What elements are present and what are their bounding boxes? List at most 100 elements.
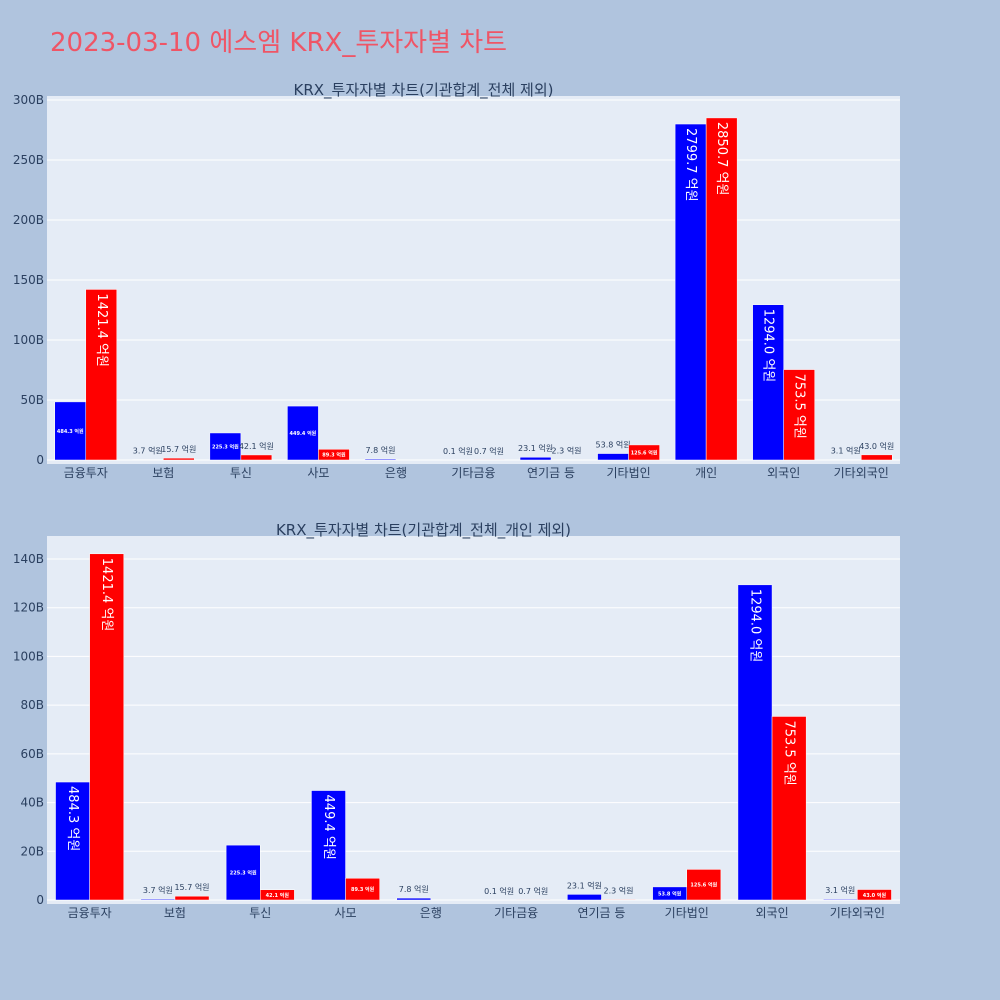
y-tick-label: 200B [13, 213, 44, 227]
bar-value-label: 0.1 억원 [443, 446, 473, 456]
x-tick-label: 금융투자 [64, 466, 108, 480]
bar-value-label: 125.6 억원 [690, 882, 717, 889]
bar-value-label: 225.3 억원 [212, 443, 239, 450]
bar [345, 877, 380, 901]
x-tick-label: 기타외국인 [830, 906, 885, 920]
y-tick-label: 250B [13, 153, 44, 167]
bar-value-label: 42.1 억원 [266, 892, 290, 899]
page-title: 2023-03-10 에스엠 KRX_투자자별 차트 [50, 28, 508, 58]
x-tick-label: 기타법인 [607, 466, 651, 480]
y-tick-label: 100B [13, 649, 44, 663]
y-tick-label: 60B [20, 747, 44, 761]
x-tick-label: 기타외국인 [834, 466, 889, 480]
x-tick-label: 은행 [385, 465, 407, 480]
investor-chart-excluding-individual: KRX_투자자별 차트(기관합계_전체_개인 제외) 0 20B 40B 60B 80B 1… [13, 521, 900, 920]
y-tick-label: 50B [20, 393, 44, 407]
bar [140, 898, 176, 901]
y-tick-label: 140B [13, 552, 44, 566]
bar [771, 716, 807, 901]
bar [822, 898, 858, 901]
bar-value-label: 1294.0 억원 [747, 589, 762, 663]
bar [601, 899, 636, 901]
y-tick-label: 0 [36, 893, 44, 907]
bar [54, 401, 87, 461]
bar [860, 454, 893, 461]
bar-value-label: 0.1 억원 [484, 886, 514, 896]
x-tick-label: 투신 [230, 466, 252, 480]
x-tick-label: 개인 [695, 466, 717, 480]
x-tick-label: 외국인 [755, 906, 788, 920]
bar-value-label: 43.0 억원 [859, 441, 894, 451]
y-tick-label: 40B [20, 796, 44, 810]
bar [311, 790, 346, 901]
bar [89, 553, 125, 901]
x-tick-label: 기타법인 [665, 906, 709, 920]
bar-value-label: 2850.7 억원 [714, 122, 729, 196]
y-tick-label: 100B [13, 333, 44, 347]
y-tick-label: 150B [13, 273, 44, 287]
bar-value-label: 449.4 억원 [321, 795, 336, 860]
bar [783, 369, 815, 461]
bar-value-label: 449.4 억원 [290, 430, 317, 437]
bar-value-label: 2.3 억원 [552, 446, 582, 456]
bar [686, 869, 722, 901]
bar [225, 844, 261, 901]
bar-value-label: 23.1 억원 [567, 880, 602, 890]
y-tick-label: 20B [20, 844, 44, 858]
x-tick-label: 연기금 등 [577, 906, 625, 920]
bar-value-label: 15.7 억원 [174, 882, 209, 892]
bar-value-label: 53.8 억원 [658, 890, 682, 897]
x-tick-label: 기타금융 [451, 466, 495, 480]
x-tick-label: 보험 [164, 906, 186, 920]
bar-value-label: 3.7 억원 [133, 446, 163, 456]
bar-value-label: 125.6 억원 [631, 449, 658, 456]
bar-value-label: 1294.0 억원 [761, 309, 776, 383]
bar-value-label: 1421.4 억원 [94, 293, 109, 367]
bar-value-label: 3.7 억원 [143, 885, 173, 895]
x-tick-label: 금융투자 [68, 906, 112, 920]
bar-value-label: 53.8 억원 [596, 440, 631, 450]
x-tick-label: 은행 [420, 905, 442, 920]
x-tick-label: 투신 [249, 906, 271, 920]
y-tick-label: 120B [13, 601, 44, 615]
bar [209, 432, 242, 461]
bar [705, 117, 738, 461]
bar-value-label: 484.3 억원 [65, 786, 80, 851]
investor-chart-total: KRX_투자자별 차트(기관합계_전체 제외) 0 50B 100B 150B 200B 2… [13, 81, 900, 480]
bar-value-label: 7.8 억원 [365, 445, 395, 455]
bar-value-label: 2.3 억원 [604, 885, 634, 895]
bar [567, 894, 602, 901]
bar [55, 781, 90, 901]
y-tick-label: 0 [36, 453, 44, 467]
bar-value-label: 89.3 억원 [351, 886, 375, 893]
bar-value-label: 3.1 억원 [831, 446, 861, 456]
x-tick-label: 사모 [335, 906, 357, 920]
bar-value-label: 484.3 억원 [57, 428, 84, 435]
bar-value-label: 753.5 억원 [782, 720, 797, 785]
bar-value-label: 43.0 억원 [863, 892, 887, 899]
bar [163, 457, 195, 461]
bar-value-label: 1421.4 억원 [99, 558, 114, 632]
bar-value-label: 42.1 억원 [239, 441, 274, 451]
bar [857, 889, 892, 901]
bar [628, 444, 660, 461]
bar [174, 895, 210, 901]
bar [287, 405, 319, 461]
bar-value-label: 0.7 억원 [474, 446, 504, 456]
bar [737, 584, 773, 901]
bar [318, 449, 350, 461]
bar [85, 289, 118, 461]
x-tick-label: 사모 [307, 466, 329, 480]
x-tick-label: 연기금 등 [527, 466, 575, 480]
bar [597, 453, 629, 461]
bar [240, 454, 273, 461]
bar [260, 889, 295, 901]
bar-value-label: 89.3 억원 [322, 452, 346, 459]
bar-value-label: 7.8 억원 [399, 884, 429, 894]
bar [674, 123, 707, 461]
bar [396, 897, 432, 901]
y-tick-label: 300B [13, 93, 44, 107]
bar [519, 456, 552, 461]
bar-value-label: 753.5 억원 [792, 374, 807, 439]
bar-value-label: 3.1 억원 [825, 885, 855, 895]
